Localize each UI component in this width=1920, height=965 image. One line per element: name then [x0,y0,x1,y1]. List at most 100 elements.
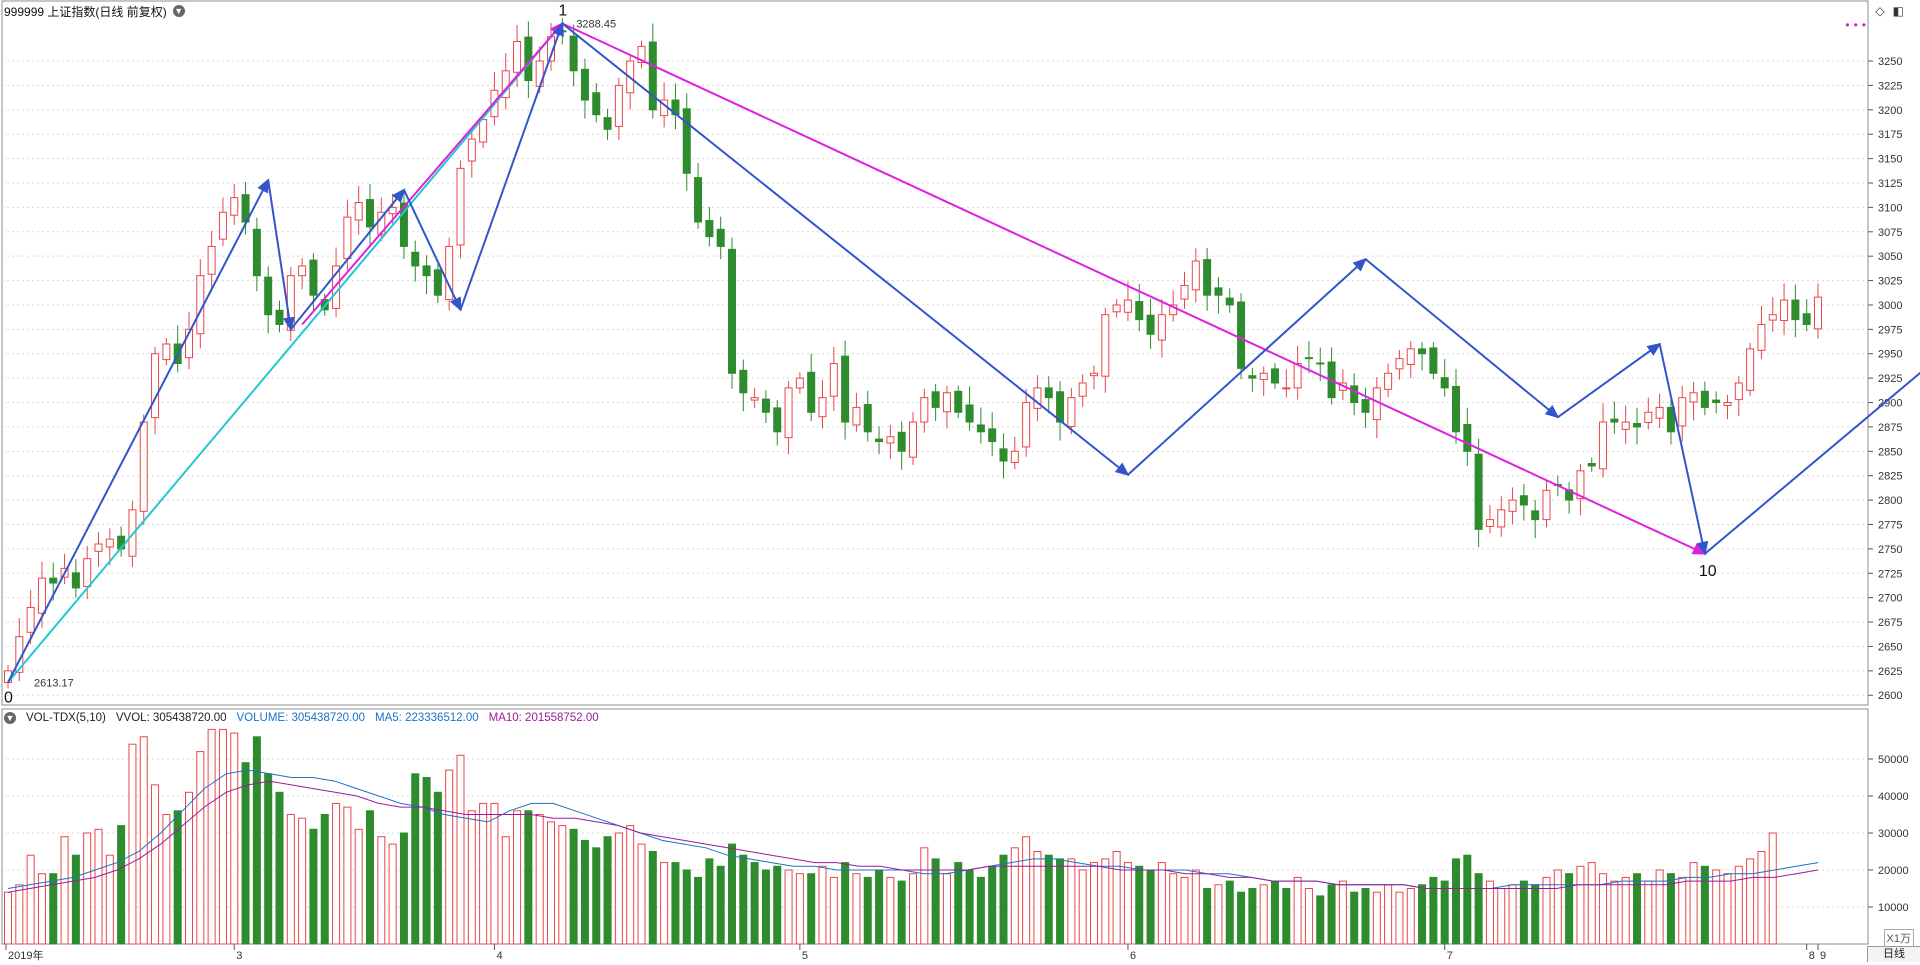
price-axis-tick-label: 3125 [1878,178,1902,190]
price-axis-tick-label: 2850 [1878,446,1902,458]
price-axis-tick-label: 2625 [1878,666,1902,678]
volume-bar-up [490,802,499,945]
volume-bar-up [513,810,522,945]
volume-bar-down [965,869,974,945]
volume-bar-down [988,865,997,945]
blue-wave-arrow [267,179,295,332]
price-panel-frame [1,0,1869,706]
volume-bar-up [1689,862,1698,945]
volume-bar-up [1101,858,1110,945]
candle-down [761,398,770,413]
candle-up [1282,387,1291,390]
wave-label-0: 0 [4,689,13,706]
blue-wave-arrow [290,188,406,330]
candle-up [908,421,918,458]
volume-bar-up [94,828,103,945]
volume-bar-down [1666,873,1675,945]
period-button[interactable]: 日线 [1867,946,1920,962]
candle-up [37,577,46,614]
candle-down [931,391,940,408]
volume-bar-down [694,876,703,945]
candle-down [309,259,318,296]
candle-down [275,309,284,325]
high-price-label: 3288.45 [576,19,616,31]
volume-bar-up [445,769,454,945]
volume-bar-up [1180,876,1189,945]
diamond-icon[interactable]: ◇ [1875,4,1885,18]
more-dots-icon[interactable]: ••• [1845,18,1870,32]
volume-bar-down [49,873,58,945]
x-axis-tick-label: 5 [802,950,808,962]
candle-down [1700,390,1709,408]
volume-bar-up [286,814,295,945]
candle-down [1802,313,1811,325]
volume-bar-up [354,828,363,945]
candle-down [1214,287,1223,296]
volume-bar-up [1508,884,1517,945]
volume-bar-down [580,839,589,945]
volume-bar-up [1089,862,1099,945]
candle-down [1519,495,1528,506]
volume-bar-down [1146,869,1155,945]
volume-bar-up [829,876,838,945]
volume-bar-up [1078,869,1087,945]
candle-up [105,538,114,548]
price-axis-tick-label: 2600 [1878,690,1902,702]
candle-up [513,41,522,73]
volume-bar-up [818,865,827,945]
candle-up [1678,397,1687,427]
volume-bar-down [1282,888,1291,945]
volume-bar-down [411,773,420,945]
volume-bar-down [761,869,770,945]
candle-up [942,392,951,413]
candle-up [207,245,216,275]
candle-down [841,355,850,423]
price-axis-tick-label: 2775 [1878,519,1902,531]
volume-bar-up [1621,876,1630,945]
price-axis-tick-label: 3100 [1878,202,1902,214]
candle-up [1655,406,1664,419]
panel-toggle-icon[interactable]: ◧ [1892,4,1904,18]
chevron-down-icon[interactable]: ▼ [4,712,16,724]
volume-bar-up [1191,869,1200,945]
chevron-down-icon[interactable]: ▼ [172,5,185,17]
candle-down [1203,259,1212,296]
volume-bar-up [1214,884,1223,945]
blue-wave-arrow [1364,258,1560,419]
volume-bar-up [218,728,227,945]
candle-up [1180,284,1189,300]
x-axis-tick-label: 4 [496,950,502,962]
volume-bar-up [886,876,895,945]
volume-bar-up [196,751,205,945]
ma10-line [7,780,1819,893]
candle-up [1780,299,1789,322]
volume-bar-down [1203,888,1212,945]
volume-bar-up [1293,876,1302,945]
volume-bar-up [162,814,171,945]
volume-bar-down [999,854,1008,945]
candle-down [1610,418,1619,423]
candle-down [875,438,884,443]
volume-bar-down [931,858,940,945]
volume-bar-down [1270,880,1280,945]
volume-bar-up [1599,873,1608,945]
price-axis-tick-label: 2750 [1878,544,1902,556]
ma10-value: MA10: 201558752.00 [488,712,599,724]
volume-bar-up [479,802,488,945]
volume-bar-down [648,851,657,945]
volume-bar-up [1712,869,1721,945]
candle-down [433,269,442,296]
chart-title: 999999 上证指数(日线 前复权) [4,4,167,19]
candle-down [1791,299,1800,321]
volume-bar-down [241,762,250,945]
volume-bar-up [852,873,861,945]
candle-up [456,167,465,246]
volume-bar-down [863,876,872,945]
volume-bar-down [275,791,284,945]
volume-bar-up [501,836,510,945]
volume-unit-label: X1万 [1883,929,1914,947]
candle-up [1599,421,1608,470]
volume-indicator-name: VOL-TDX(5,10) [26,712,106,724]
volume-bar-up [908,873,918,945]
